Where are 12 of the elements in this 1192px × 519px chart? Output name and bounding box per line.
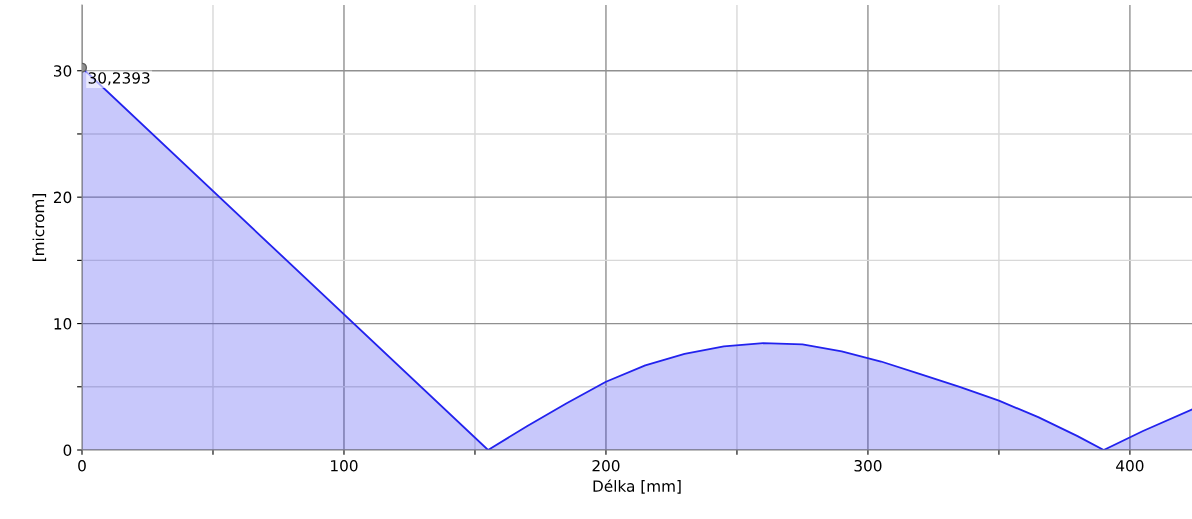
data-label: 30,2393 <box>88 72 150 86</box>
y-tick-label: 0 <box>63 444 72 457</box>
x-axis-title: Délka [mm] <box>593 479 681 494</box>
y-tick-label: 10 <box>54 318 72 330</box>
x-tick-label: 100 <box>331 459 358 472</box>
y-axis-title: [microm] <box>32 194 47 261</box>
x-tick-label: 400 <box>1116 459 1144 472</box>
y-tick-label: 20 <box>53 191 72 204</box>
y-tick-label: 30 <box>54 65 72 77</box>
x-tick-label: 200 <box>592 459 620 472</box>
x-tick-label: 300 <box>854 459 882 472</box>
x-tick-label: 0 <box>78 459 86 472</box>
